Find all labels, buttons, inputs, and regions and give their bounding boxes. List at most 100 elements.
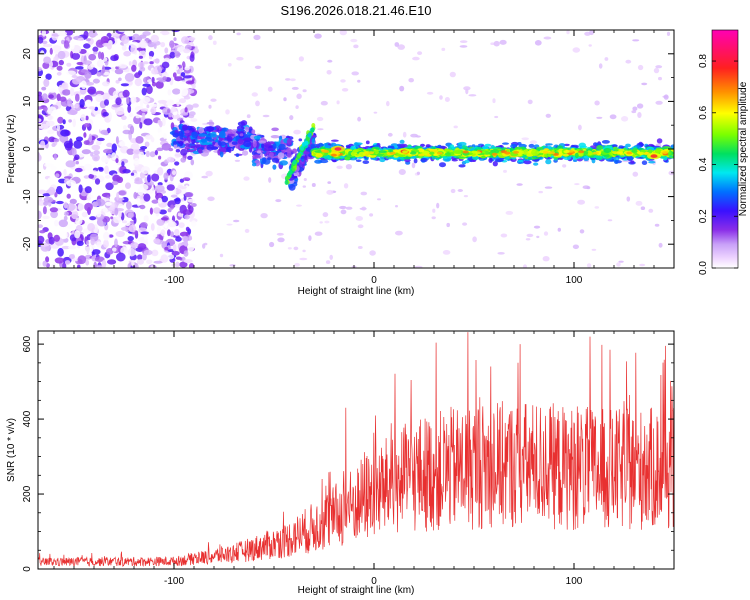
background-cell: [394, 42, 400, 47]
background-cell: [655, 65, 663, 69]
noise-cell: [125, 201, 132, 210]
early-signal-cell: [226, 146, 232, 153]
tone-cell: [444, 152, 451, 156]
background-cell: [579, 229, 585, 234]
early-signal-cell: [285, 175, 289, 181]
background-cell: [251, 92, 258, 97]
noise-cell: [188, 263, 195, 268]
early-signal-cell: [190, 145, 196, 149]
background-cell: [326, 70, 332, 75]
noise-cell: [45, 73, 52, 80]
early-signal-cell: [173, 140, 178, 145]
background-cell: [432, 208, 436, 213]
noise-cell: [152, 124, 162, 129]
colorbar-tick-label: 0.2: [698, 209, 709, 223]
noise-cell: [38, 67, 43, 72]
noise-cell: [123, 50, 131, 57]
noise-cell: [180, 157, 186, 163]
noise-cell: [42, 62, 50, 69]
background-cell: [468, 94, 477, 97]
noise-cell: [95, 39, 105, 48]
early-signal-cell: [243, 140, 252, 148]
early-signal-cell: [261, 143, 265, 149]
early-signal-cell: [268, 152, 274, 158]
noise-cell: [71, 52, 81, 60]
noise-cell: [143, 215, 149, 222]
noise-cell: [58, 59, 64, 66]
tone-cell: [523, 151, 529, 155]
background-cell: [351, 71, 360, 76]
tone-cell: [353, 142, 359, 148]
background-cell: [233, 219, 240, 223]
background-cell: [187, 36, 196, 41]
noise-cell: [166, 219, 174, 224]
background-cell: [192, 103, 199, 108]
noise-cell: [72, 118, 76, 128]
noise-cell: [88, 173, 94, 179]
x-tick-label: 0: [371, 275, 377, 286]
early-signal-cell: [297, 152, 302, 158]
background-cell: [490, 42, 495, 45]
background-cell: [632, 106, 638, 111]
background-cell: [202, 243, 206, 249]
background-cell: [457, 189, 463, 192]
background-cell: [640, 206, 646, 210]
early-signal-cell: [237, 138, 244, 145]
background-cell: [295, 105, 299, 109]
noise-cell: [42, 106, 48, 112]
noise-cell: [170, 231, 175, 238]
noise-cell: [126, 96, 130, 105]
background-cell: [357, 224, 364, 229]
early-signal-cell: [227, 135, 233, 143]
tone-peak: [436, 151, 443, 155]
background-cell: [572, 47, 581, 53]
noise-cell: [149, 61, 154, 65]
early-signal-cell: [184, 146, 191, 150]
noise-cell: [57, 116, 64, 124]
noise-cell: [184, 107, 188, 113]
noise-cell: [85, 259, 90, 266]
background-cell: [340, 79, 346, 83]
noise-cell: [118, 190, 126, 196]
noise-cell: [111, 180, 119, 186]
tone-cell: [420, 157, 428, 163]
background-cell: [655, 100, 663, 105]
early-signal-cell: [187, 149, 196, 153]
noise-cell: [127, 248, 136, 257]
noise-cell: [107, 259, 117, 265]
noise-cell: [114, 68, 124, 75]
noise-cell: [38, 189, 47, 194]
tone-cell: [601, 140, 610, 144]
noise-cell: [44, 163, 54, 168]
background-cell: [412, 56, 420, 61]
noise-cell: [137, 187, 144, 196]
noise-cell: [140, 98, 144, 108]
early-signal-cell: [292, 148, 298, 154]
noise-cell: [103, 148, 113, 154]
noise-cell: [81, 149, 91, 155]
noise-cell: [83, 30, 89, 39]
noise-cell: [115, 136, 119, 145]
snr-series-line: [38, 332, 674, 567]
background-cell: [626, 196, 631, 202]
background-cell: [276, 232, 284, 236]
noise-cell: [84, 81, 95, 86]
background-cell: [472, 236, 477, 243]
background-cell: [621, 116, 629, 122]
tone-peak: [626, 151, 633, 155]
background-cell: [604, 57, 609, 61]
background-cell: [453, 125, 458, 129]
tone-cell: [352, 149, 358, 153]
noise-cell: [127, 212, 134, 219]
noise-cell: [164, 221, 168, 229]
noise-cell: [190, 159, 195, 166]
noise-cell: [122, 89, 130, 98]
background-cell: [658, 76, 662, 81]
background-cell: [317, 128, 324, 131]
early-signal-cell: [198, 127, 204, 134]
background-cell: [538, 190, 543, 194]
noise-cell: [74, 154, 80, 160]
tone-peak: [643, 151, 650, 155]
background-cell: [341, 88, 349, 92]
noise-cell: [143, 193, 151, 202]
